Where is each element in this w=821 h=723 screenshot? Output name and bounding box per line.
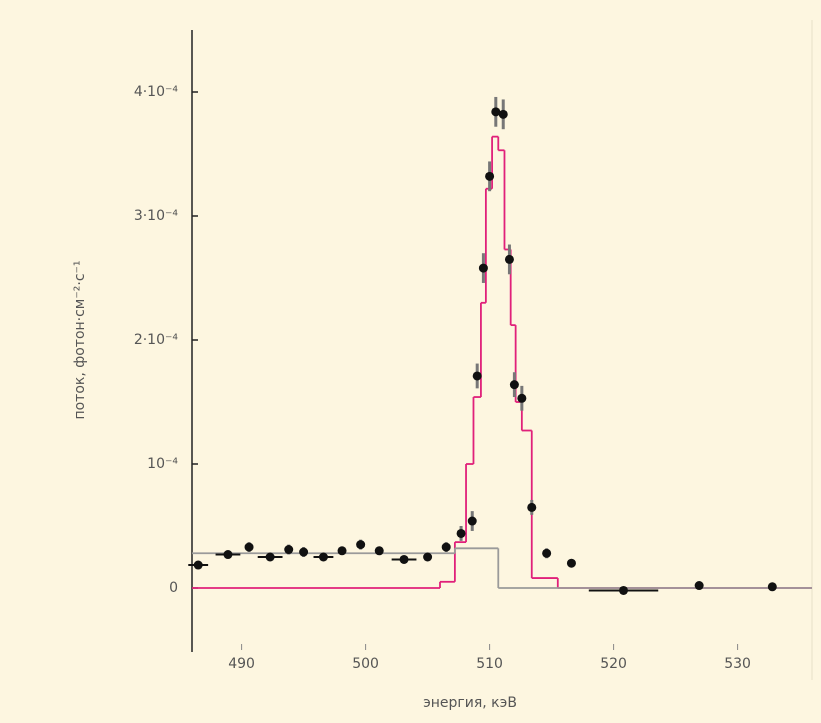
y-tick-label: 0 — [169, 580, 178, 596]
data-point — [485, 171, 495, 181]
data-point — [244, 542, 254, 552]
x-tick-label: 520 — [600, 656, 627, 672]
data-point — [542, 548, 552, 558]
data-point — [491, 107, 501, 117]
y-axis-label: поток, фотон·см⁻²·с⁻¹ — [72, 260, 88, 419]
y-tick-label: 3·10⁻⁴ — [134, 208, 179, 224]
data-point — [265, 552, 275, 562]
data-point — [299, 547, 309, 557]
data-point — [767, 582, 777, 592]
data-point — [467, 516, 477, 526]
data-point — [504, 254, 514, 264]
y-tick-label: 4·10⁻⁴ — [134, 84, 179, 100]
data-point — [356, 540, 366, 550]
data-point — [694, 581, 704, 591]
data-point — [441, 542, 451, 552]
y-tick-label: 2·10⁻⁴ — [134, 332, 179, 348]
data-point — [423, 552, 433, 562]
data-point — [456, 528, 466, 538]
data-point — [478, 263, 488, 273]
y-tick-label: 10⁻⁴ — [147, 456, 178, 472]
data-point — [337, 546, 347, 556]
data-point — [284, 545, 294, 555]
data-point — [498, 109, 508, 119]
data-point — [566, 558, 576, 568]
data-point — [527, 502, 537, 512]
data-point — [318, 552, 328, 562]
x-axis-label: энергия, кэВ — [423, 695, 517, 711]
x-tick-label: 530 — [724, 656, 751, 672]
data-point — [223, 550, 233, 560]
x-tick-label: 490 — [228, 656, 255, 672]
x-tick-label: 500 — [352, 656, 379, 672]
data-point — [472, 371, 482, 381]
data-point — [619, 585, 629, 595]
data-point — [193, 560, 203, 570]
data-point — [399, 554, 409, 564]
data-point — [517, 393, 527, 403]
data-point — [509, 380, 519, 390]
data-point — [374, 546, 384, 556]
x-tick-label: 510 — [476, 656, 503, 672]
